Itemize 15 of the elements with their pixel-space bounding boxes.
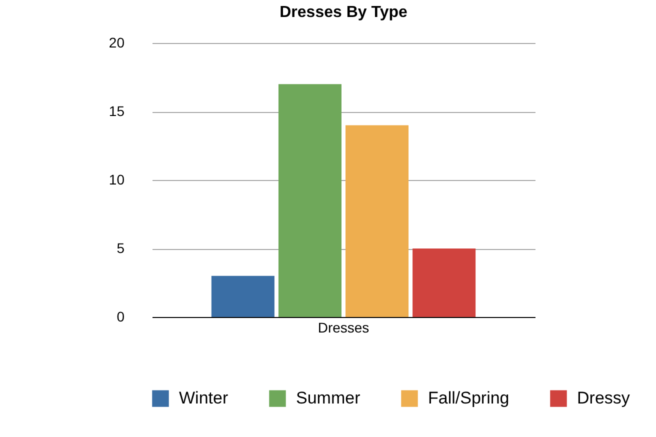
legend-label: Dressy xyxy=(577,388,630,408)
y-tick-label: 0 xyxy=(116,308,125,324)
legend-label: Summer xyxy=(296,388,361,408)
bar xyxy=(211,276,274,317)
bar xyxy=(278,84,342,317)
chart-title: Dresses By Type xyxy=(280,4,408,21)
y-tick-label: 20 xyxy=(108,34,125,50)
y-tick-label: 10 xyxy=(108,172,125,188)
x-tick-label: Dresses xyxy=(318,320,370,336)
y-tick-label: 15 xyxy=(108,103,125,119)
legend-label: Fall/Spring xyxy=(428,388,510,408)
y-tick-label: 5 xyxy=(116,240,125,256)
bar xyxy=(346,125,409,317)
legend-label: Winter xyxy=(179,388,228,408)
bar xyxy=(412,248,476,317)
